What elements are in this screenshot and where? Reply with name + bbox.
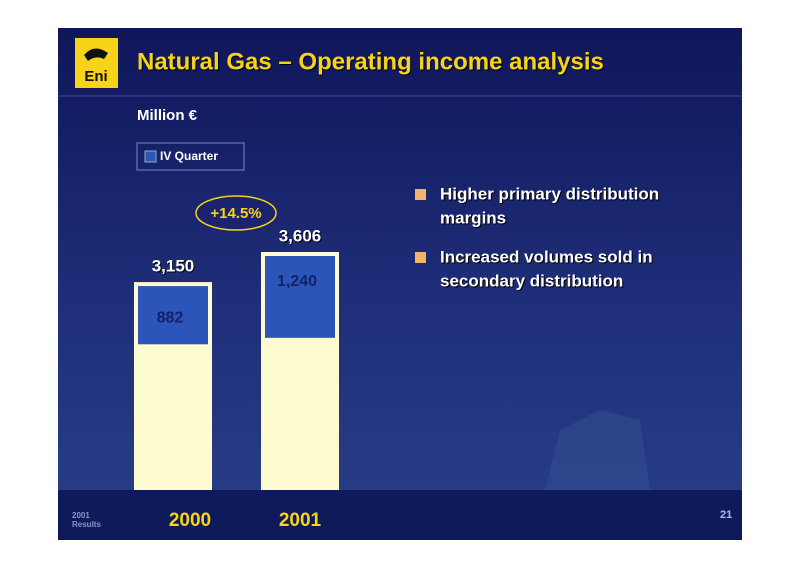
footer-label: 2001: [72, 511, 90, 520]
legend-swatch: [144, 150, 157, 163]
bullet-marker: [415, 189, 426, 200]
bar-segment: [138, 286, 208, 345]
footer-strip: [58, 490, 742, 540]
footer-label: Results: [72, 520, 101, 529]
x-tick-label: 2001: [279, 510, 322, 531]
bar-segment: [265, 256, 335, 338]
page-number: 21: [720, 509, 732, 521]
legend-box: [136, 142, 245, 171]
growth-ellipse: [195, 195, 277, 231]
logo-box: [75, 38, 118, 88]
bullet-text: secondary distribution: [440, 271, 623, 290]
bullet-text: Higher primary distribution: [440, 184, 659, 203]
segment-label: 882: [157, 310, 184, 327]
total-label: 3,150: [152, 257, 195, 276]
segment-label: 1,240: [277, 273, 317, 290]
bullet-text: margins: [440, 208, 506, 227]
bullet-marker: [415, 252, 426, 263]
bullet-text: Increased volumes sold in: [440, 247, 653, 266]
x-tick-label: 2000: [169, 510, 211, 531]
pump-silhouette: [545, 410, 650, 490]
logo-text: Eni: [84, 68, 107, 85]
chart-title: Natural Gas – Operating income analysis: [137, 48, 604, 75]
logo-dog: [84, 48, 108, 61]
total-label: 3,606: [279, 226, 322, 245]
growth-annotation: +14.5%: [210, 205, 261, 222]
chart-subtitle: Million €: [137, 107, 198, 124]
legend-label: IV Quarter: [160, 149, 218, 163]
